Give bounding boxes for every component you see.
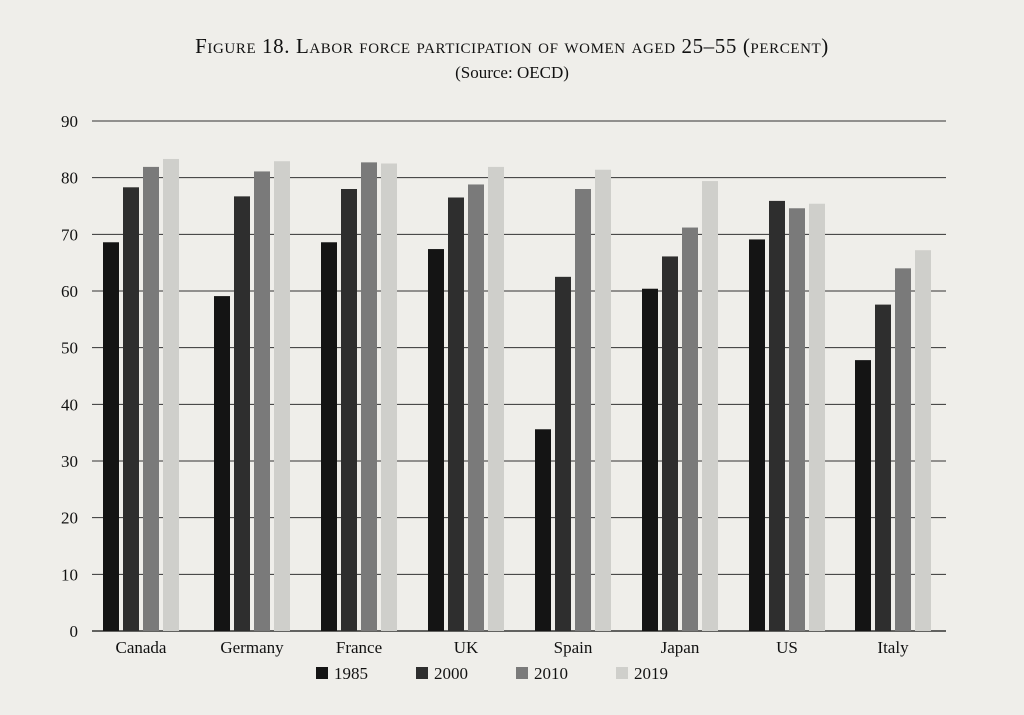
bar <box>575 189 591 631</box>
bar <box>361 162 377 631</box>
bar <box>662 256 678 631</box>
legend-label: 2019 <box>634 664 668 683</box>
legend-swatch <box>516 667 528 679</box>
bar <box>555 276 571 631</box>
bar <box>341 189 357 631</box>
bar <box>855 360 871 631</box>
bar <box>321 242 337 631</box>
bar <box>535 429 551 631</box>
bar <box>123 187 139 632</box>
bar <box>448 197 464 631</box>
bar <box>254 171 270 631</box>
y-tick-label: 10 <box>61 565 78 584</box>
bar <box>895 268 911 631</box>
bar <box>875 304 891 631</box>
bar <box>274 161 290 631</box>
bar <box>163 158 179 631</box>
y-tick-label: 0 <box>70 622 79 641</box>
category-label: Spain <box>554 638 593 657</box>
bar <box>682 227 698 632</box>
bar <box>749 239 765 631</box>
bar <box>702 181 718 632</box>
bar <box>143 166 159 631</box>
legend-label: 1985 <box>334 664 368 683</box>
category-label: Italy <box>877 638 909 657</box>
y-tick-label: 30 <box>61 452 78 471</box>
category-label: US <box>776 638 798 657</box>
bar <box>428 249 444 632</box>
y-tick-label: 80 <box>61 169 78 188</box>
bar <box>103 242 119 631</box>
category-label: Japan <box>661 638 700 657</box>
bar <box>214 296 230 631</box>
y-tick-label: 90 <box>61 112 78 131</box>
legend-label: 2010 <box>534 664 568 683</box>
y-tick-label: 60 <box>61 282 78 301</box>
bar <box>488 166 504 631</box>
bar <box>381 163 397 631</box>
bar <box>809 203 825 631</box>
category-label: Germany <box>220 638 284 657</box>
y-tick-label: 20 <box>61 509 78 528</box>
title-block: Figure 18. Labor force participation of … <box>0 34 1024 83</box>
chart-title: Figure 18. Labor force participation of … <box>195 34 829 58</box>
bar <box>595 169 611 631</box>
bar <box>789 208 805 631</box>
y-tick-label: 40 <box>61 395 78 414</box>
bar <box>468 184 484 631</box>
legend-swatch <box>416 667 428 679</box>
bar <box>234 196 250 631</box>
category-label: France <box>336 638 382 657</box>
bar <box>769 200 785 631</box>
legend-swatch <box>316 667 328 679</box>
bar <box>915 250 931 631</box>
chart-source: (Source: OECD) <box>455 63 569 82</box>
category-label: Canada <box>116 638 167 657</box>
y-tick-label: 70 <box>61 225 78 244</box>
legend-label: 2000 <box>434 664 468 683</box>
bar <box>642 288 658 631</box>
y-tick-label: 50 <box>61 339 78 358</box>
legend-swatch <box>616 667 628 679</box>
category-label: UK <box>454 638 479 657</box>
